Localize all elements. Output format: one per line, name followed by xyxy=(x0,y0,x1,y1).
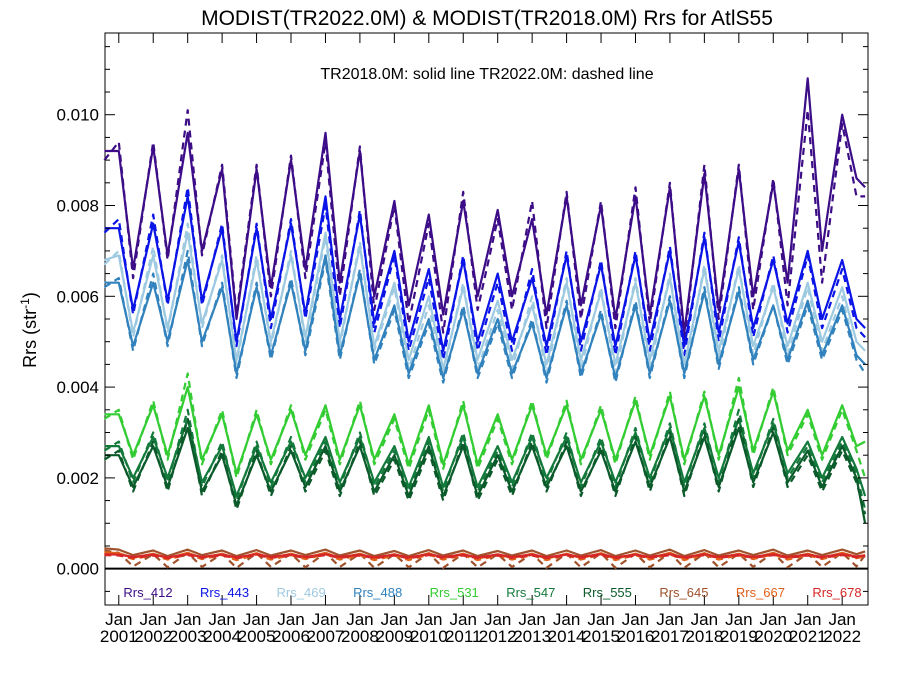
x-tick-label-month: Jan xyxy=(174,610,201,629)
legend-entry-rrs-412: Rrs_412 xyxy=(123,585,172,600)
x-tick-label-year: 2015 xyxy=(582,627,620,646)
x-tick-label-year: 2002 xyxy=(134,627,172,646)
x-tick-label-year: 2012 xyxy=(479,627,517,646)
x-tick-label-month: Jan xyxy=(381,610,408,629)
x-tick-label-year: 2007 xyxy=(307,627,345,646)
x-tick-label-year: 2006 xyxy=(272,627,310,646)
legend-entry-rrs-555: Rrs_555 xyxy=(583,585,632,600)
x-tick-label-year: 2022 xyxy=(823,627,861,646)
series-rrs-412-dashed xyxy=(103,109,866,343)
x-tick-label-year: 2009 xyxy=(375,627,413,646)
x-tick-label-year: 2014 xyxy=(548,627,586,646)
x-tick-label-month: Jan xyxy=(587,610,614,629)
legend-entry-rrs-645: Rrs_645 xyxy=(659,585,708,600)
series-rrs-488-dashed xyxy=(103,249,867,384)
x-tick-label-year: 2019 xyxy=(720,627,758,646)
x-tick-label-year: 2005 xyxy=(238,627,276,646)
x-tick-label-month: Jan xyxy=(208,610,235,629)
y-tick-label: 0.006 xyxy=(56,287,99,306)
x-tick-label-month: Jan xyxy=(140,610,167,629)
series-rrs-645-solid xyxy=(104,547,866,558)
y-tick-label: 0.008 xyxy=(56,197,99,216)
x-tick-label-year: 2013 xyxy=(513,627,551,646)
x-tick-label-year: 2010 xyxy=(410,627,448,646)
x-tick-label-year: 2004 xyxy=(203,627,241,646)
x-tick-label-month: Jan xyxy=(794,610,821,629)
x-tick-label-month: Jan xyxy=(312,610,339,629)
y-axis-label-close: ) xyxy=(20,292,40,298)
x-tick-label-year: 2016 xyxy=(617,627,655,646)
y-tick-label: 0.004 xyxy=(56,378,99,397)
x-axis: Jan2001Jan2002Jan2003Jan2004Jan2005Jan20… xyxy=(100,33,861,646)
x-tick-label-year: 2017 xyxy=(651,627,689,646)
x-tick-label-month: Jan xyxy=(450,610,477,629)
legend-entry-rrs-678: Rrs_678 xyxy=(812,585,861,600)
series-rrs-645-dashed xyxy=(104,549,866,569)
series-rrs-531-solid xyxy=(104,386,866,475)
line-style-annotation: TR2018.0M: solid line TR2022.0M: dashed … xyxy=(320,66,653,83)
y-axis-label-text: Rrs (str xyxy=(20,309,40,368)
x-tick-label-month: Jan xyxy=(105,610,132,629)
legend-entry-rrs-469: Rrs_469 xyxy=(277,585,326,600)
x-tick-label-month: Jan xyxy=(243,610,270,629)
series-group xyxy=(103,77,867,569)
x-tick-label-year: 2018 xyxy=(685,627,723,646)
x-tick-label-year: 2011 xyxy=(445,627,482,646)
x-tick-label-year: 2008 xyxy=(341,627,379,646)
y-axis: 0.000 0.002 0.004 0.006 0.008 0.010 xyxy=(56,46,868,592)
y-axis-label: Rrs (str-1) xyxy=(18,292,40,368)
x-tick-label-month: Jan xyxy=(553,610,580,629)
x-tick-label-month: Jan xyxy=(415,610,442,629)
series-rrs-531-dashed xyxy=(103,372,867,479)
series-rrs-555-dashed xyxy=(103,417,867,515)
x-tick-label-month: Jan xyxy=(725,610,752,629)
x-tick-label-month: Jan xyxy=(484,610,511,629)
chart-title: MODIST(TR2022.0M) & MODIST(TR2018.0M) Rr… xyxy=(201,7,773,30)
legend-entry-rrs-531: Rrs_531 xyxy=(430,585,479,600)
x-tick-label-month: Jan xyxy=(828,610,855,629)
legend-entry-rrs-547: Rrs_547 xyxy=(506,585,555,600)
y-axis-label-superscript: -1 xyxy=(18,298,32,309)
y-tick-label: 0.000 xyxy=(56,560,99,579)
x-tick-label-month: Jan xyxy=(691,610,718,629)
x-tick-label-year: 2001 xyxy=(100,627,138,646)
x-tick-label-month: Jan xyxy=(760,610,787,629)
y-tick-label: 0.010 xyxy=(56,106,99,125)
x-tick-label-month: Jan xyxy=(518,610,545,629)
x-tick-label-year: 2003 xyxy=(169,627,207,646)
x-tick-label-month: Jan xyxy=(622,610,649,629)
legend-entry-rrs-667: Rrs_667 xyxy=(736,585,785,600)
legend: Rrs_412 Rrs_443 Rrs_469 Rrs_488 Rrs_531 Rrs_5… xyxy=(123,585,861,600)
series-rrs-547-dashed xyxy=(103,408,867,510)
y-tick-label: 0.002 xyxy=(56,469,99,488)
x-tick-label-month: Jan xyxy=(656,610,683,629)
legend-entry-rrs-443: Rrs_443 xyxy=(200,585,249,600)
legend-entry-rrs-488: Rrs_488 xyxy=(353,585,402,600)
x-tick-label-year: 2021 xyxy=(789,627,827,646)
series-rrs-678-dashed xyxy=(104,553,866,560)
x-tick-label-month: Jan xyxy=(346,610,373,629)
x-tick-label-month: Jan xyxy=(277,610,304,629)
x-tick-label-year: 2020 xyxy=(754,627,792,646)
